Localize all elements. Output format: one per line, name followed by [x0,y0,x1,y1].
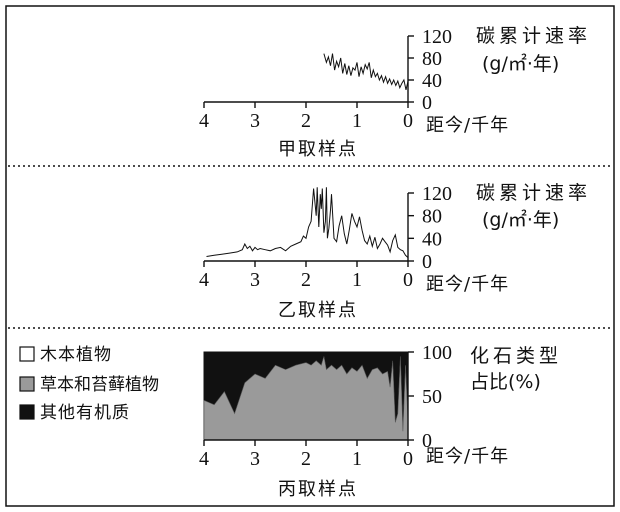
panel-caption: 丙取样点 [278,479,358,500]
y-tick-label: 120 [422,183,452,205]
series-line [206,187,409,258]
series-line [323,53,409,91]
area-other-organic [204,352,408,432]
legend-label-woody: 木本植物 [40,345,112,365]
x-tick-label: 0 [403,110,413,132]
y-tick-label: 40 [422,228,442,250]
y-axis-label-line1: 碳累计速率 [476,25,591,47]
y-tick-label: 0 [422,92,432,114]
y-axis-label-line2: 占比(%) [470,371,541,393]
y-tick-label: 80 [422,206,442,228]
y-tick-label: 40 [422,70,442,92]
y-tick-label: 80 [422,48,442,70]
y-tick-label: 120 [422,26,452,48]
legend-swatch-herb [19,376,35,392]
legend: 木本植物 草本和苔藓植物 其他有机质 [19,345,159,423]
x-tick-label: 1 [352,110,362,132]
legend-label-other: 其他有机质 [40,403,130,423]
y-axis-label-line2: (g/㎡·年) [482,52,559,75]
legend-label-herb: 草本和苔藓植物 [40,375,159,395]
x-axis-label: 距今/千年 [426,446,509,467]
x-tick-label: 1 [352,269,362,291]
x-tick-label: 1 [352,448,362,470]
x-axis-label: 距今/千年 [426,115,509,136]
x-tick-label: 4 [199,269,209,291]
y-axis-label-line1: 碳累计速率 [476,182,591,204]
y-tick-label: 0 [422,430,432,452]
panel-caption: 甲取样点 [278,139,358,160]
x-tick-label: 0 [403,269,413,291]
x-tick-label: 2 [301,110,311,132]
x-tick-label: 3 [250,110,260,132]
x-axis-label: 距今/千年 [426,274,509,295]
x-tick-label: 0 [403,448,413,470]
x-tick-label: 2 [301,269,311,291]
x-tick-label: 4 [199,110,209,132]
x-tick-label: 3 [250,269,260,291]
x-tick-label: 3 [250,448,260,470]
x-tick-label: 2 [301,448,311,470]
y-axis-label-line2: (g/㎡·年) [482,208,559,231]
y-tick-label: 0 [422,251,432,273]
legend-swatch-other [19,404,35,420]
y-axis-label-line1: 化石类型 [470,345,562,367]
x-tick-label: 4 [199,448,209,470]
y-tick-label: 100 [422,342,452,364]
panel-caption: 乙取样点 [278,300,358,321]
legend-swatch-woody [19,346,35,362]
y-tick-label: 50 [422,386,442,408]
outer-frame [5,5,615,507]
